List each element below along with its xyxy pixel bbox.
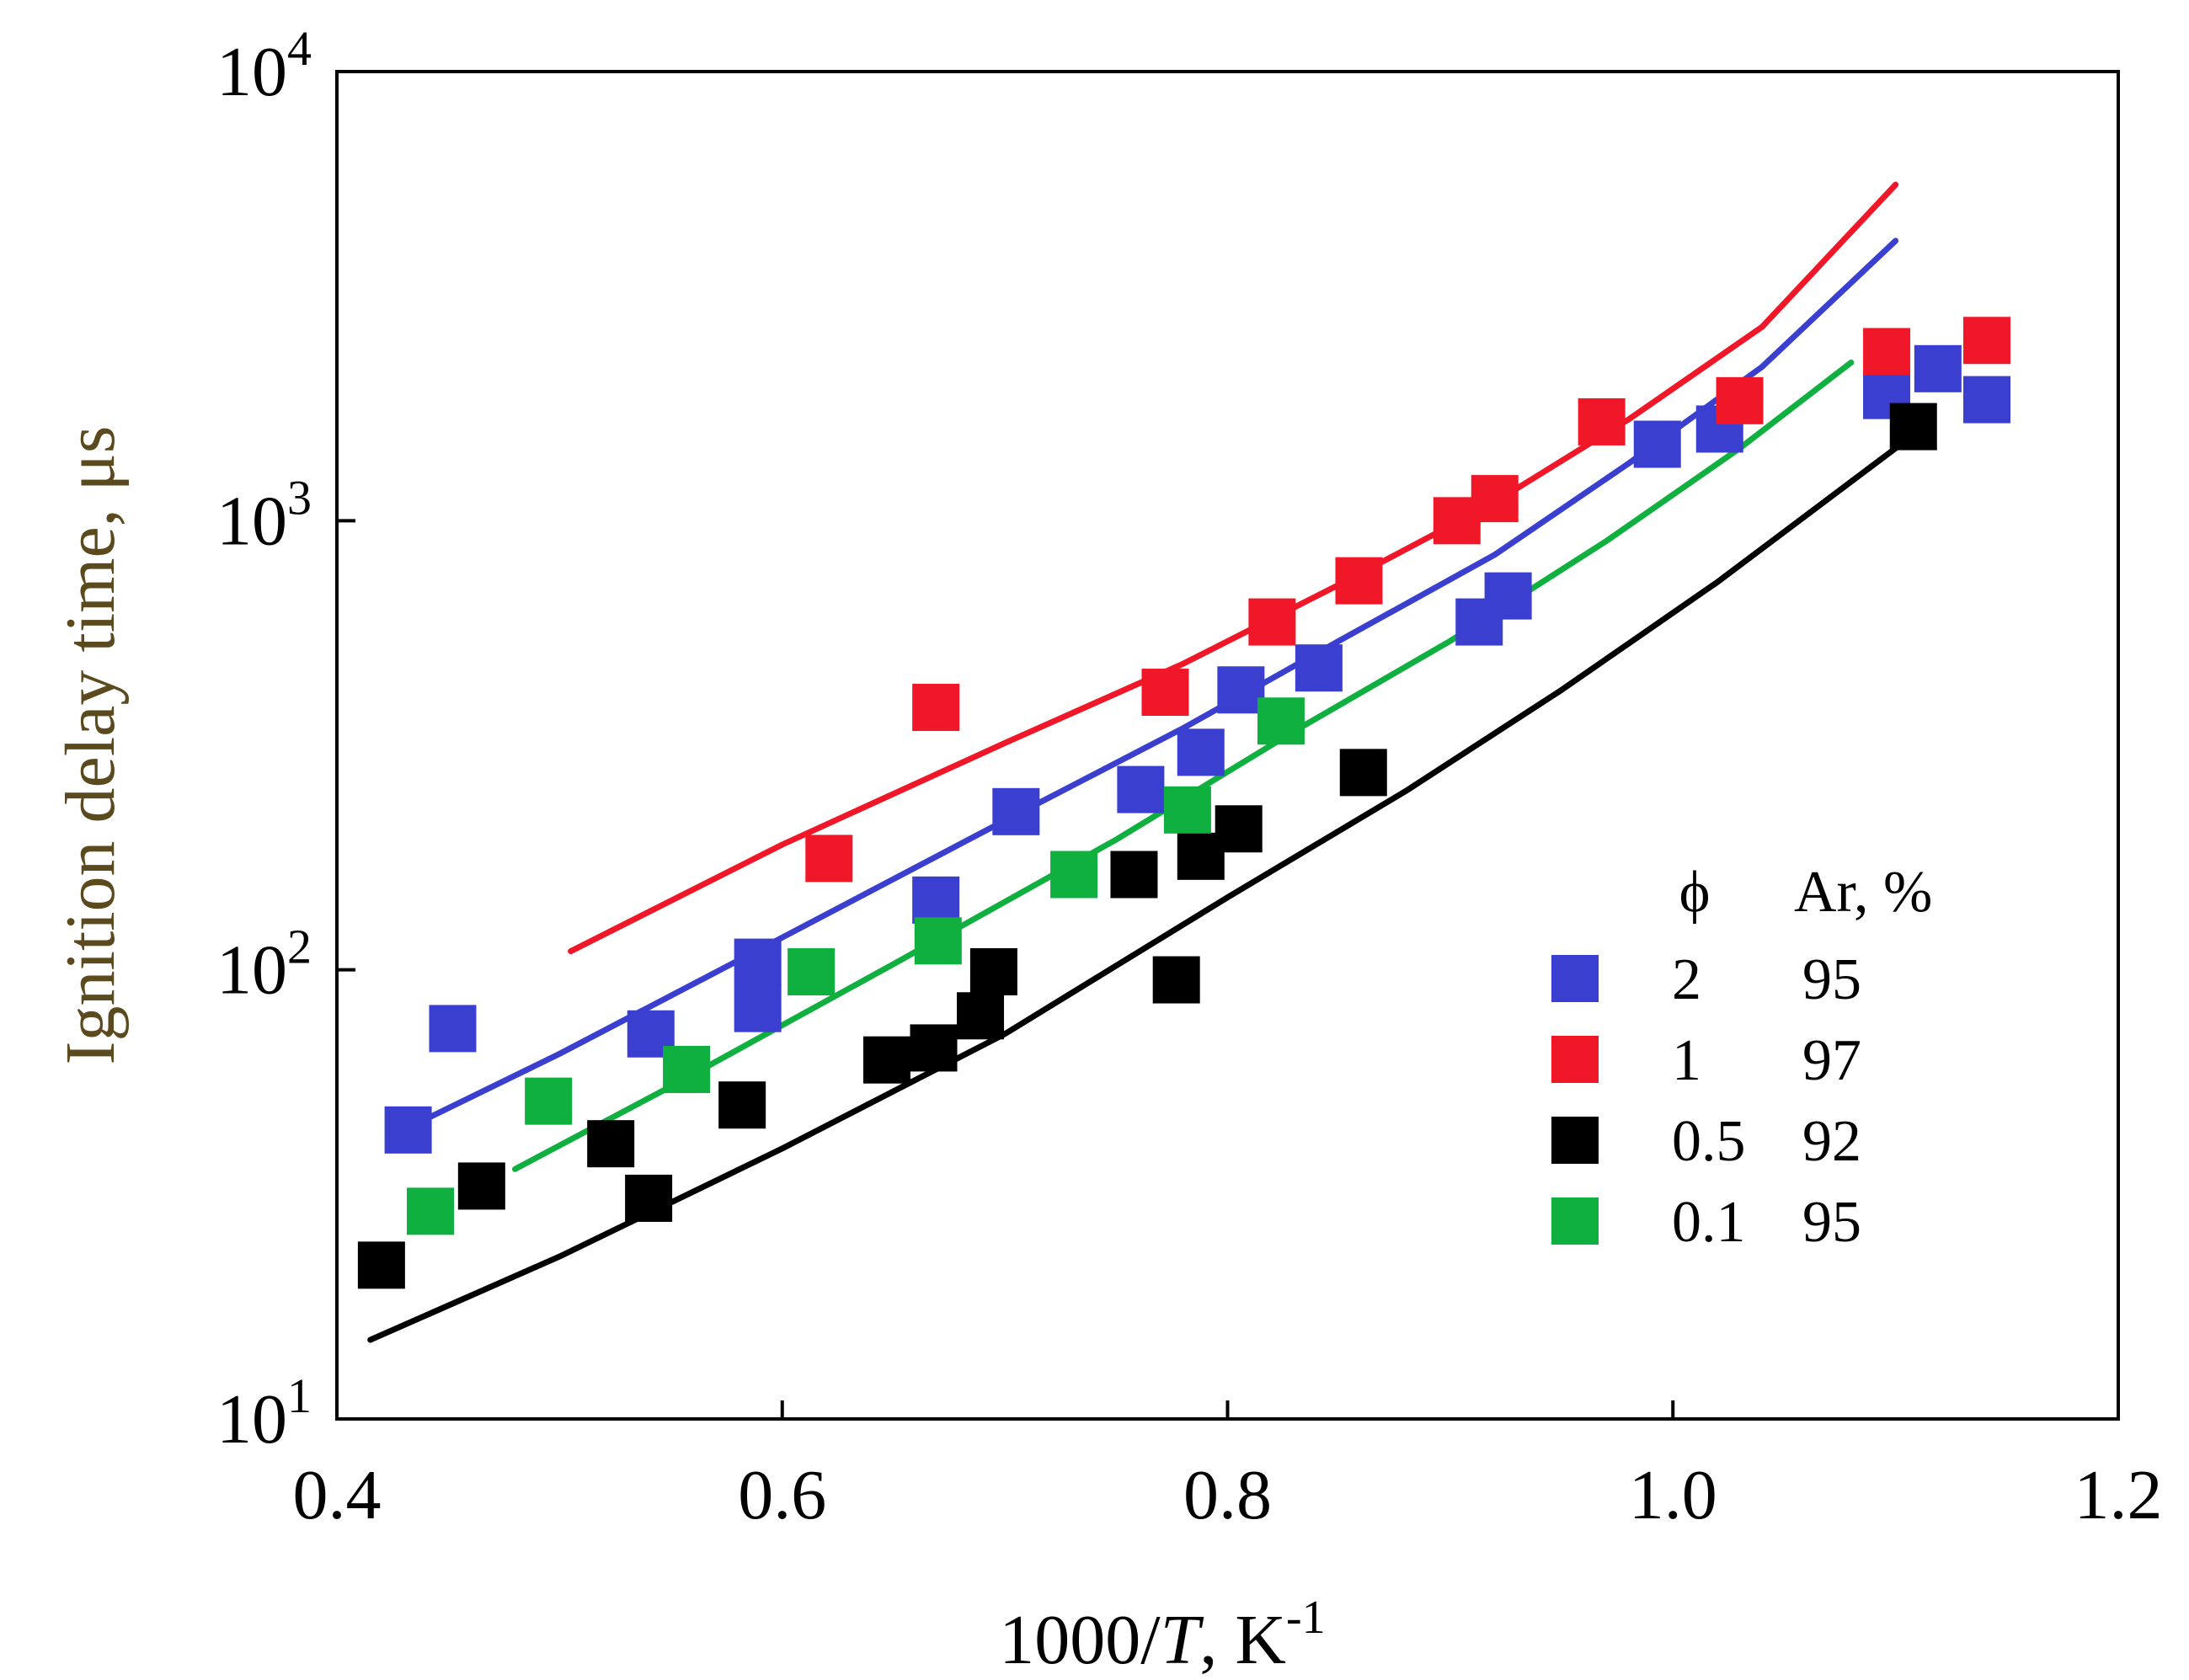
data-point — [734, 984, 782, 1032]
x-axis-title-unit: , K — [1199, 1601, 1286, 1679]
data-point — [969, 947, 1017, 995]
legend-swatch — [1551, 1197, 1599, 1245]
data-point — [1633, 420, 1681, 468]
legend-ar-value: 92 — [1802, 1109, 1861, 1174]
legend-phi-value: 2 — [1672, 947, 1701, 1012]
data-point — [910, 1024, 958, 1072]
data-point — [957, 992, 1005, 1040]
legend-ar-value: 95 — [1802, 947, 1861, 1012]
legend-swatch — [1551, 1036, 1599, 1083]
legend-header-ar: Ar, % — [1794, 860, 1932, 925]
data-point — [1257, 697, 1305, 745]
y-tick-label: 103 — [216, 470, 312, 560]
data-point — [429, 1005, 477, 1053]
data-point — [1335, 557, 1383, 605]
y-tick-label-base: 10 — [216, 931, 287, 1010]
data-point — [1963, 317, 2011, 365]
legend-phi-value: 0.1 — [1672, 1190, 1746, 1255]
y-tick-label-exponent: 3 — [287, 470, 312, 525]
data-point — [1716, 376, 1764, 424]
x-axis-ticks: 0.4 0.6 0.8 1.0 1.2 — [293, 1400, 2163, 1534]
data-point — [912, 684, 960, 732]
data-point — [1141, 669, 1189, 717]
data-point — [1117, 765, 1165, 813]
data-point — [1863, 328, 1911, 376]
x-tick-label: 1.2 — [2074, 1456, 2163, 1534]
x-tick-label: 0.8 — [1183, 1456, 1272, 1534]
legend-phi-value: 0.5 — [1672, 1109, 1746, 1174]
data-point — [1578, 397, 1626, 445]
legend-phi-value: 1 — [1672, 1028, 1701, 1093]
data-point — [914, 917, 962, 965]
y-tick-label-exponent: 2 — [287, 920, 312, 974]
data-point — [384, 1106, 432, 1154]
data-point — [992, 787, 1040, 835]
data-point — [1050, 851, 1098, 899]
data-point — [457, 1162, 505, 1210]
y-axis-title: Ignition delay time, μs — [51, 426, 130, 1065]
data-point — [1295, 644, 1343, 692]
data-point — [1471, 475, 1519, 523]
data-point — [788, 947, 836, 995]
data-point — [587, 1120, 635, 1168]
data-point — [663, 1045, 711, 1093]
data-point — [1248, 598, 1296, 646]
data-point — [1217, 666, 1265, 714]
data-point — [1484, 572, 1532, 620]
data-point — [718, 1081, 766, 1129]
y-tick-label: 101 — [216, 1368, 312, 1459]
legend-header-phi: ϕ — [1679, 860, 1711, 925]
x-axis-title-variable: T — [1161, 1601, 1204, 1679]
data-point — [625, 1174, 673, 1222]
data-point — [357, 1241, 405, 1289]
x-tick-label: 1.0 — [1629, 1456, 1717, 1534]
data-points — [357, 317, 2011, 1289]
y-tick-label: 104 — [216, 21, 312, 111]
legend-swatch — [1551, 1117, 1599, 1164]
legend-ar-value: 97 — [1802, 1028, 1861, 1093]
legend-ar-value: 95 — [1802, 1190, 1861, 1255]
y-tick-label-base: 10 — [216, 1380, 287, 1459]
y-tick-label-base: 10 — [216, 482, 287, 560]
data-point — [1110, 851, 1158, 899]
legend: ϕ Ar, % 2 95 1 97 0.5 92 0.1 95 — [1551, 860, 1932, 1255]
data-point — [1914, 344, 1962, 392]
data-point — [1889, 403, 1937, 451]
data-point — [912, 876, 960, 924]
x-axis-title-exponent: -1 — [1286, 1592, 1326, 1644]
y-tick-label-exponent: 4 — [287, 21, 312, 76]
data-point — [1177, 728, 1225, 776]
data-point — [1215, 805, 1263, 853]
data-point — [1963, 376, 2011, 424]
x-axis-title: 1000/T, K-1 — [999, 1592, 1325, 1679]
data-point — [734, 938, 782, 986]
y-tick-label-base: 10 — [216, 33, 287, 111]
y-tick-label-exponent: 1 — [287, 1368, 312, 1423]
data-point — [1152, 956, 1200, 1004]
y-tick-label: 102 — [216, 920, 312, 1010]
x-tick-label: 0.6 — [738, 1456, 826, 1534]
data-point — [1163, 786, 1211, 834]
legend-swatch — [1551, 955, 1599, 1002]
data-point — [525, 1077, 573, 1125]
data-point — [1339, 749, 1387, 797]
data-point — [407, 1187, 455, 1235]
data-point — [863, 1036, 911, 1084]
data-point — [805, 835, 853, 883]
x-tick-label: 0.4 — [293, 1456, 382, 1534]
x-axis-title-prefix: 1000/ — [999, 1601, 1161, 1679]
